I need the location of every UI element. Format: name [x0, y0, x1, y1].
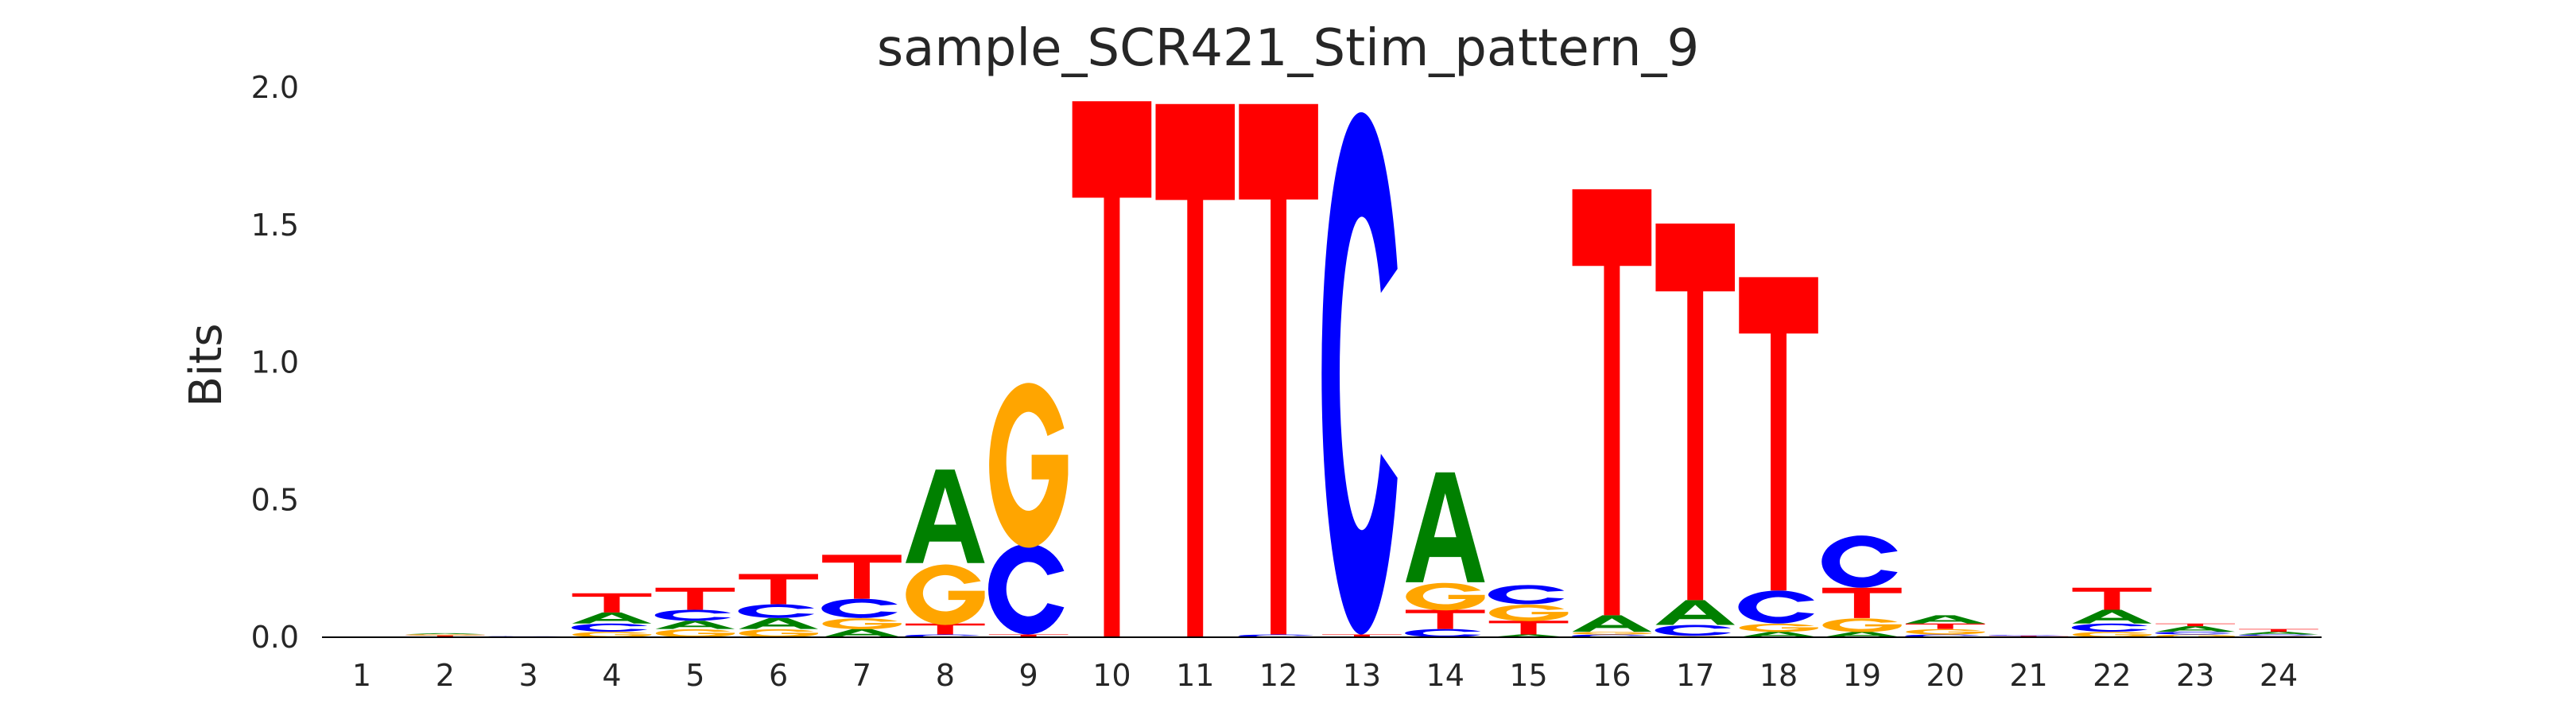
logo-letter-t: [905, 623, 985, 635]
logo-letter-a: [1655, 600, 1736, 625]
logo-letter-t: [1655, 224, 1736, 601]
logo-letter-g: [1489, 605, 1569, 621]
y-tick-label: 1.0: [251, 345, 299, 380]
logo-letter-c: [654, 609, 731, 621]
x-tick-label: 16: [1593, 658, 1631, 693]
logo-letter-g: [739, 628, 818, 638]
x-tick-label: 2: [436, 658, 455, 693]
logo-letter-g: [405, 634, 485, 636]
x-tick-label: 13: [1343, 658, 1381, 693]
x-tick-label: 4: [602, 658, 621, 693]
logo-letter-t: [1155, 103, 1236, 638]
logo-letter-t: [2072, 587, 2152, 610]
x-ticks: 1 2 3 4 5 6 7 8 9 10 11 12 13 14 15 16 17 18 19 20 21 22 23 24: [352, 658, 2298, 693]
logo-letter-g: [655, 628, 735, 638]
logo-letter-a: [1822, 632, 1902, 637]
logo-letter-g: [1739, 623, 1818, 632]
x-tick-label: 14: [1426, 658, 1465, 693]
logo-letters: [405, 101, 2318, 638]
chart-title: sample_SCR421_Stim_pattern_9: [877, 19, 1699, 78]
logo-letter-a: [739, 617, 818, 629]
x-tick-label: 6: [769, 658, 788, 693]
logo-letter-t: [1405, 609, 1485, 629]
logo-letter-t: [988, 634, 1069, 637]
x-tick-label: 18: [1759, 658, 1798, 693]
logo-letter-c: [1988, 635, 2065, 636]
y-tick-label: 0.0: [251, 620, 299, 655]
logo-letter-t: [1572, 189, 1652, 616]
logo-letter-c: [1321, 112, 1398, 635]
logo-letter-t: [655, 587, 735, 610]
logo-letter-a: [1739, 632, 1818, 637]
x-tick-label: 8: [936, 658, 955, 693]
logo-letter-a: [1572, 615, 1652, 632]
logo-letter-a: [1905, 615, 1985, 624]
logo-letter-c: [2071, 623, 2148, 632]
logo-letter-a: [405, 632, 485, 635]
logo-letter-c: [571, 623, 648, 632]
x-tick-label: 7: [852, 658, 871, 693]
logo-letter-g: [1822, 618, 1902, 632]
x-tick-label: 9: [1019, 658, 1038, 693]
x-tick-label: 21: [2009, 658, 2047, 693]
logo-letter-a: [2155, 626, 2235, 632]
logo-letter-g: [1906, 628, 1985, 635]
logo-letter-a: [822, 628, 902, 637]
y-tick-label: 2.0: [251, 70, 299, 105]
y-tick-label: 0.5: [251, 482, 299, 517]
logo-letter-c: [821, 598, 898, 618]
logo-letter-t: [1239, 103, 1318, 635]
logo-letter-t: [1488, 621, 1569, 635]
x-tick-label: 12: [1259, 658, 1298, 693]
logo-letter-c: [2238, 634, 2314, 636]
x-tick-label: 3: [519, 658, 538, 693]
logo-letter-g: [822, 618, 902, 629]
logo-letter-t: [572, 593, 652, 613]
logo-letter-c: [1738, 590, 1814, 624]
x-tick-label: 5: [685, 658, 704, 693]
x-tick-label: 15: [1509, 658, 1547, 693]
logo-letter-t: [1739, 277, 1818, 591]
logo-letter-c: [2155, 632, 2231, 635]
x-tick-label: 24: [2260, 658, 2298, 693]
logo-letter-c: [738, 604, 814, 618]
x-tick-label: 19: [1843, 658, 1881, 693]
logo-letter-g: [906, 564, 985, 625]
y-tick-label: 1.5: [251, 208, 299, 243]
logo-letter-g: [989, 383, 1069, 548]
logo-letter-a: [572, 612, 652, 624]
x-tick-label: 10: [1092, 658, 1131, 693]
logo-letter-t: [2155, 623, 2235, 627]
x-tick-label: 1: [352, 658, 371, 693]
x-tick-label: 22: [2093, 658, 2131, 693]
logo-letter-t: [1822, 587, 1902, 618]
logo-letter-c: [1405, 628, 1481, 637]
x-tick-label: 11: [1176, 658, 1214, 693]
logo-letter-a: [2239, 632, 2318, 635]
x-tick-label: 17: [1676, 658, 1714, 693]
logo-letter-t: [1072, 101, 1152, 637]
y-axis-label: Bits: [180, 323, 232, 407]
logo-letter-g: [572, 632, 652, 638]
y-ticks: 0.0 0.5 1.0 1.5 2.0: [251, 70, 299, 655]
logo-letter-c: [1821, 535, 1898, 588]
logo-letter-a: [905, 469, 985, 563]
logo-letter-g: [1406, 582, 1485, 611]
x-tick-label: 23: [2176, 658, 2214, 693]
logo-letter-a: [1405, 472, 1485, 582]
x-tick-label: 20: [1926, 658, 1965, 693]
logo-letter-c: [1488, 585, 1565, 605]
logo-letter-t: [739, 574, 818, 605]
logo-letter-a: [2072, 609, 2152, 624]
logo-letter-c: [987, 543, 1065, 635]
logo-letter-t: [1905, 623, 1985, 629]
logo-letter-c: [1655, 625, 1732, 636]
logo-letter-g: [2072, 632, 2152, 638]
logo-letter-t: [1322, 634, 1402, 637]
logo-letter-a: [655, 621, 735, 629]
logo-letter-g: [1572, 632, 1652, 635]
logo-letter-t: [2239, 628, 2318, 632]
logo-letter-t: [822, 555, 902, 599]
